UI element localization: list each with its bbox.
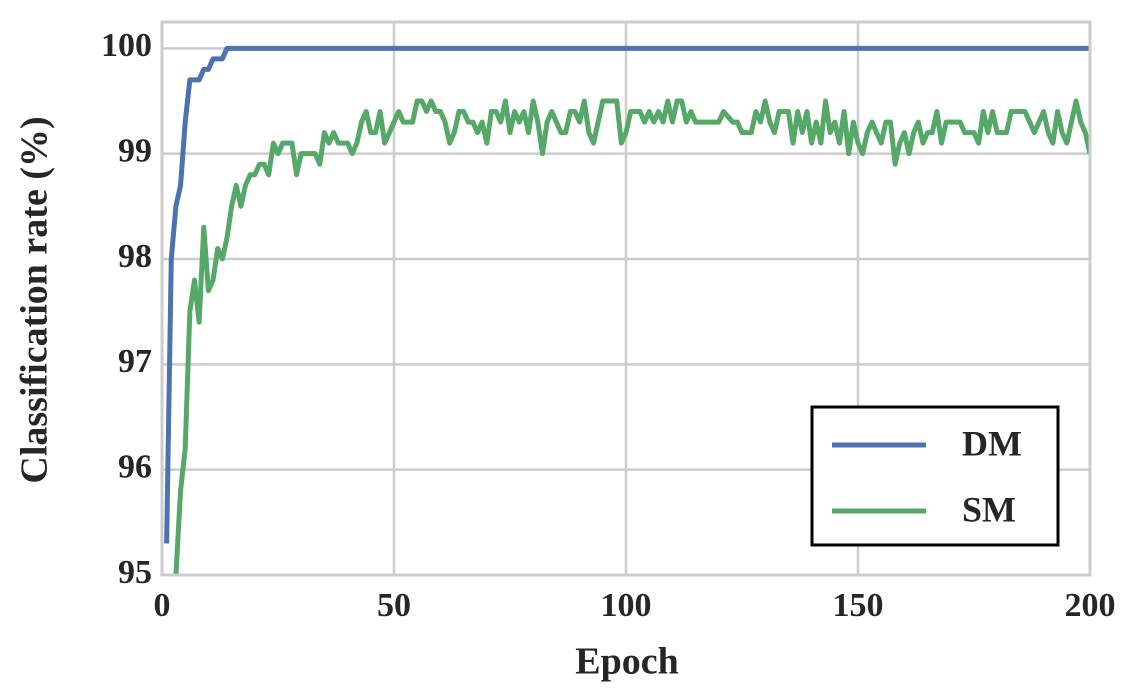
- y-tick-label: 99: [118, 132, 152, 169]
- plot-frame: [160, 20, 1092, 577]
- x-tick-label: 150: [833, 587, 884, 624]
- y-tick-label: 100: [101, 27, 152, 64]
- legend-label: SM: [962, 489, 1016, 529]
- y-axis-label: Classification rate (%): [14, 116, 56, 483]
- x-tick-label: 200: [1065, 587, 1116, 624]
- x-tick-label: 0: [154, 587, 171, 624]
- x-tick-label: 100: [601, 587, 652, 624]
- y-tick-label: 97: [118, 343, 152, 380]
- y-tick-label: 98: [118, 238, 152, 275]
- legend-label: DM: [962, 423, 1022, 463]
- y-tick-label: 95: [118, 554, 152, 591]
- data-line: [173, 98, 1090, 575]
- x-tick-label: 50: [377, 587, 411, 624]
- y-tick-label: 96: [118, 448, 152, 485]
- x-axis-label: Epoch: [575, 641, 678, 683]
- data-line: [164, 45, 1090, 544]
- legend-box: [810, 405, 1060, 547]
